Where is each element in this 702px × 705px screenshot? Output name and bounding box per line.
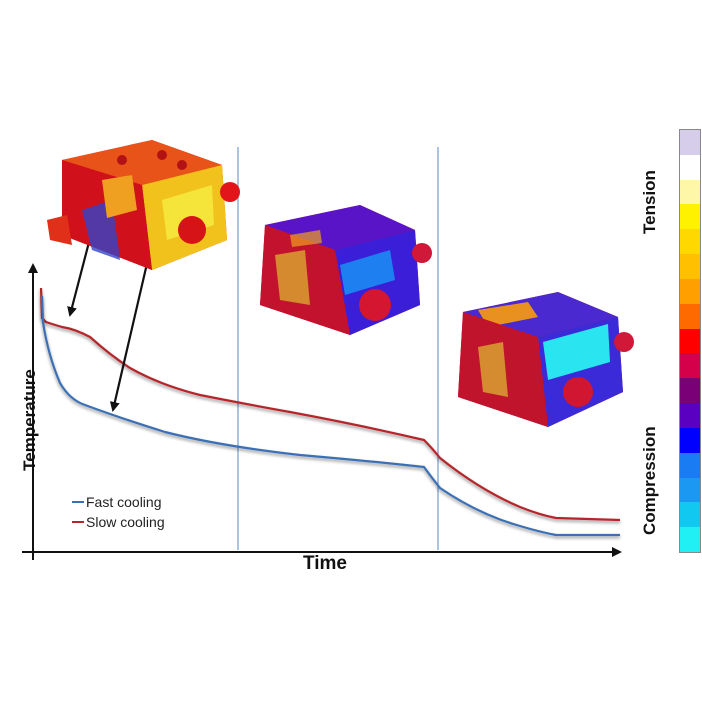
colorbar-tension-label: Tension (640, 170, 659, 234)
colorbar-swatch (680, 179, 700, 205)
fast-cooling-swatch (72, 501, 84, 503)
slow-cooling-swatch (72, 521, 84, 523)
colorbar-swatch (680, 477, 700, 503)
fast-cooling-curve (40, 295, 620, 537)
colorbar-swatch (680, 328, 700, 354)
colorbar-swatch (680, 278, 700, 304)
legend-item-fast: Fast cooling (72, 492, 165, 512)
colorbar-swatch (680, 254, 700, 279)
colorbar-swatch (680, 353, 700, 379)
colorbar-swatch (680, 403, 700, 428)
colorbar-swatch (680, 378, 700, 404)
colorbar-swatch (680, 204, 700, 230)
x-axis-label: Time (302, 553, 347, 574)
colorbar-swatch (680, 229, 700, 255)
colorbar-swatch (680, 303, 700, 329)
engine-block-snapshot-mid (260, 205, 432, 335)
colorbar-swatch (680, 130, 700, 155)
legend-label: Fast cooling (86, 494, 162, 510)
stress-colorbar (679, 129, 701, 553)
colorbar-swatch (680, 452, 700, 478)
colorbar-swatch (680, 527, 700, 553)
colorbar-compression-label: Compression (640, 426, 659, 535)
legend-label: Slow cooling (86, 514, 165, 530)
slow-cooling-curve (39, 287, 621, 522)
engine-block-snapshot-early (47, 140, 240, 270)
colorbar-swatch (680, 427, 700, 453)
legend-item-slow: Slow cooling (72, 512, 165, 532)
legend: Fast cooling Slow cooling (72, 492, 165, 532)
engine-block-snapshot-late (458, 292, 634, 427)
colorbar-swatch (680, 154, 700, 180)
y-axis-label: Temperature (20, 369, 39, 471)
colorbar-swatch (680, 502, 700, 528)
